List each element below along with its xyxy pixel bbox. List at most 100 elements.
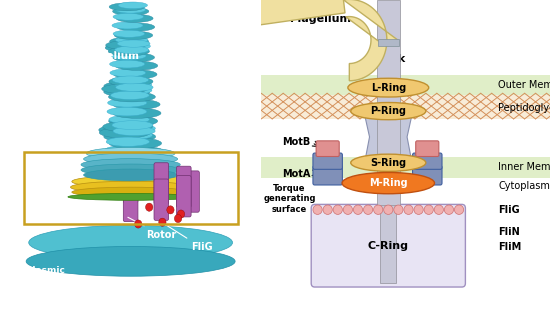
- Polygon shape: [343, 0, 399, 81]
- Ellipse shape: [117, 23, 155, 31]
- Text: Cytoplasmic
Membrane: Cytoplasmic Membrane: [3, 266, 65, 285]
- Ellipse shape: [108, 92, 155, 102]
- Ellipse shape: [444, 205, 454, 214]
- Text: Cytoplasm: Cytoplasm: [498, 181, 550, 191]
- FancyBboxPatch shape: [154, 163, 169, 204]
- Ellipse shape: [109, 115, 149, 124]
- FancyBboxPatch shape: [313, 166, 343, 185]
- Text: FliM: FliM: [498, 242, 521, 252]
- Bar: [24, 152, 238, 224]
- FancyBboxPatch shape: [177, 176, 191, 217]
- Ellipse shape: [108, 47, 150, 56]
- FancyBboxPatch shape: [185, 171, 199, 212]
- Ellipse shape: [112, 121, 153, 130]
- Ellipse shape: [373, 205, 383, 214]
- Text: Peptidoglycan: Peptidoglycan: [498, 103, 550, 113]
- Text: L-Ring: L-Ring: [371, 83, 406, 93]
- Ellipse shape: [68, 193, 194, 200]
- Ellipse shape: [113, 126, 155, 136]
- Ellipse shape: [353, 205, 362, 214]
- Text: P-Ring: P-Ring: [370, 106, 406, 116]
- Text: Flagellum: Flagellum: [290, 14, 351, 24]
- Ellipse shape: [333, 205, 343, 214]
- Ellipse shape: [323, 205, 332, 214]
- Ellipse shape: [106, 41, 146, 49]
- Polygon shape: [233, 0, 345, 28]
- Text: b: b: [267, 9, 278, 24]
- Ellipse shape: [167, 206, 174, 214]
- Ellipse shape: [159, 218, 166, 226]
- Ellipse shape: [116, 7, 146, 13]
- Ellipse shape: [109, 3, 145, 11]
- Text: Torque
generating
surface: Torque generating surface: [263, 184, 316, 214]
- Ellipse shape: [117, 43, 150, 50]
- FancyBboxPatch shape: [316, 141, 339, 156]
- Ellipse shape: [351, 154, 426, 172]
- FancyBboxPatch shape: [311, 204, 465, 287]
- Ellipse shape: [113, 7, 149, 15]
- Text: S-Ring: S-Ring: [370, 158, 406, 168]
- Ellipse shape: [113, 13, 144, 20]
- Text: MotB: MotB: [282, 137, 310, 147]
- Ellipse shape: [110, 131, 152, 140]
- Ellipse shape: [112, 52, 146, 60]
- FancyBboxPatch shape: [412, 153, 442, 169]
- Ellipse shape: [70, 181, 191, 193]
- Text: Stator: Stator: [180, 148, 238, 174]
- Ellipse shape: [104, 87, 150, 97]
- FancyBboxPatch shape: [313, 153, 343, 169]
- Ellipse shape: [29, 225, 233, 260]
- Ellipse shape: [81, 159, 180, 171]
- Text: Inner Membrane: Inner Membrane: [498, 162, 550, 172]
- Ellipse shape: [404, 205, 413, 214]
- Ellipse shape: [86, 147, 175, 159]
- Ellipse shape: [110, 69, 146, 77]
- Text: a: a: [10, 9, 21, 24]
- Ellipse shape: [104, 146, 148, 155]
- Ellipse shape: [109, 77, 153, 86]
- Ellipse shape: [99, 125, 149, 135]
- Ellipse shape: [107, 107, 147, 116]
- Ellipse shape: [394, 205, 403, 214]
- Ellipse shape: [109, 60, 145, 68]
- Ellipse shape: [109, 116, 158, 126]
- Ellipse shape: [84, 153, 178, 165]
- Ellipse shape: [384, 205, 393, 214]
- Ellipse shape: [135, 220, 142, 228]
- Text: FliG: FliG: [159, 221, 212, 252]
- Ellipse shape: [343, 205, 353, 214]
- Ellipse shape: [313, 205, 322, 214]
- Text: MotA: MotA: [282, 169, 310, 179]
- Bar: [380, 205, 397, 283]
- Ellipse shape: [72, 187, 189, 197]
- Text: Flagellum: Flagellum: [81, 51, 139, 61]
- Ellipse shape: [104, 81, 148, 91]
- Ellipse shape: [114, 70, 157, 79]
- Ellipse shape: [414, 205, 424, 214]
- Ellipse shape: [115, 46, 148, 54]
- FancyBboxPatch shape: [154, 179, 169, 220]
- Ellipse shape: [109, 37, 148, 46]
- FancyBboxPatch shape: [412, 166, 442, 185]
- Ellipse shape: [72, 176, 189, 187]
- Bar: [377, 0, 400, 208]
- Ellipse shape: [117, 40, 150, 47]
- Text: FliG: FliG: [498, 205, 520, 215]
- Ellipse shape: [111, 146, 164, 157]
- Ellipse shape: [112, 22, 143, 29]
- Ellipse shape: [115, 61, 158, 70]
- Ellipse shape: [116, 83, 153, 91]
- Text: Outer Membrane: Outer Membrane: [498, 80, 550, 90]
- Ellipse shape: [364, 205, 373, 214]
- Ellipse shape: [114, 124, 155, 133]
- Ellipse shape: [454, 205, 464, 214]
- Ellipse shape: [102, 84, 147, 94]
- Ellipse shape: [113, 53, 155, 62]
- Ellipse shape: [348, 78, 429, 97]
- Ellipse shape: [342, 172, 435, 194]
- Ellipse shape: [174, 214, 182, 223]
- Ellipse shape: [146, 203, 153, 211]
- Text: FliN: FliN: [498, 227, 520, 237]
- FancyBboxPatch shape: [177, 166, 191, 208]
- FancyBboxPatch shape: [416, 141, 439, 156]
